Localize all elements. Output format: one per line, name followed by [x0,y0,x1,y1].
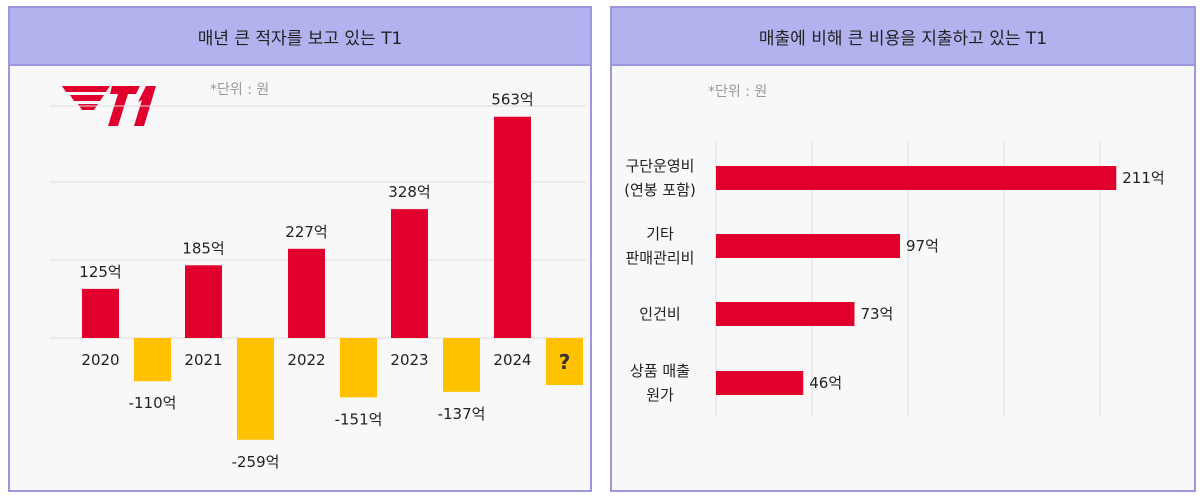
cost-bar [716,234,901,258]
left-panel: 매년 큰 적자를 보고 있는 T1 *단위 : 원 125억 2020 -110억 1… [8,6,592,492]
cost-value-label: 73억 [860,305,893,323]
year-tick-label: 2022 [287,351,325,369]
revenue-value-label: 227억 [285,223,327,241]
category-label: 기타 [646,225,674,243]
right-panel-title: 매출에 비해 큰 비용을 지출하고 있는 T1 [612,8,1194,66]
loss-value-label: -259억 [232,453,280,471]
loss-value-label: -110억 [129,394,177,412]
cost-value-label: 211억 [1122,169,1164,187]
year-tick-label: 2021 [184,351,222,369]
year-tick-label: 2023 [390,351,428,369]
unit-label: *단위 : 원 [210,82,269,98]
unit-label: *단위 : 원 [708,84,767,100]
loss-value-label: -137억 [438,405,486,423]
revenue-value-label: 125억 [79,263,121,281]
loss-bar [134,338,171,382]
cost-bar [716,371,804,395]
cost-bar [716,166,1117,190]
loss-value-label: -151억 [335,410,383,428]
revenue-bar [185,265,222,338]
category-label: (연봉 포함) [624,181,696,199]
category-label: 구단운영비 [625,157,694,175]
left-chart: *단위 : 원 125억 2020 -110억 185억 2021 -259억 227억 20… [50,82,586,471]
cost-value-label: 97억 [906,237,939,255]
right-panel: 매출에 비해 큰 비용을 지출하고 있는 T1 *단위 : 원 211억 구단운영… [610,6,1196,492]
category-label: 인건비 [639,305,680,323]
year-tick-label: 2020 [81,351,119,369]
category-label: 판매관리비 [625,249,694,267]
unknown-loss-bar [546,338,583,385]
revenue-bar [494,116,531,338]
loss-bar [443,338,480,392]
year-tick-label: 2024 [493,351,531,369]
unknown-mark: ? [559,350,571,374]
revenue-bar [391,209,428,338]
cost-value-label: 46억 [809,374,842,392]
revenue-bar [82,288,119,338]
loss-bar [340,338,377,398]
loss-bar [237,338,274,440]
category-label: 원가 [646,386,674,404]
revenue-value-label: 328억 [388,183,430,201]
revenue-bar [288,248,325,338]
revenue-value-label: 563억 [491,91,533,109]
revenue-value-label: 185억 [182,239,224,257]
category-label: 상품 매출 [630,362,690,380]
cost-bar [716,302,855,326]
left-panel-title: 매년 큰 적자를 보고 있는 T1 [10,8,590,66]
